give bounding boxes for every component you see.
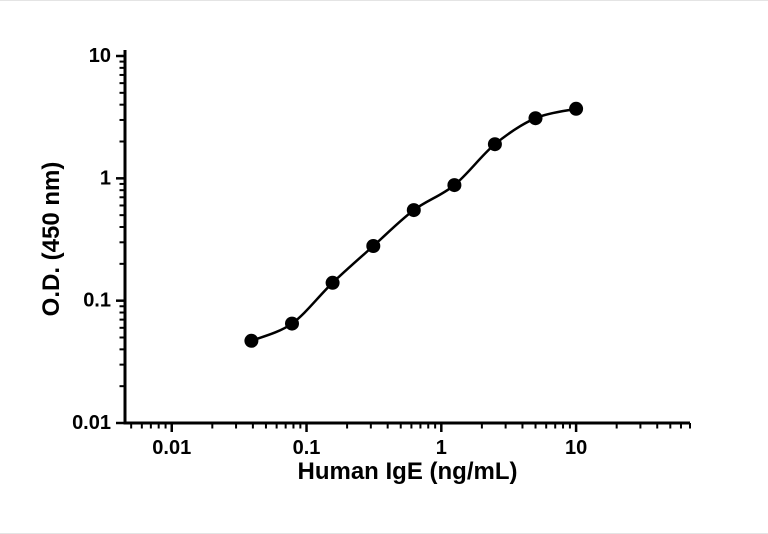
data-point [244,333,259,348]
data-point [285,316,299,331]
x-tick-label: 0.1 [293,437,321,459]
y-tick-label: 10 [89,45,111,67]
fit-curve [250,107,578,343]
data-point [406,203,421,218]
data-point [447,178,462,193]
data-point [528,111,543,126]
x-tick-label: 10 [565,437,587,459]
x-tick-label: 1 [436,437,447,459]
data-point [569,101,584,116]
y-tick-label: 0.1 [83,290,111,312]
x-axis-title: Human IgE (ng/mL) [297,458,518,485]
data-point [366,239,381,253]
y-tick-label: 0.01 [72,412,111,434]
x-tick-label: 0.01 [152,437,191,459]
data-point [325,275,340,290]
y-tick-label: 1 [100,167,111,189]
data-point [487,137,502,152]
y-axis-title: O.D. (450 nm) [38,161,65,317]
